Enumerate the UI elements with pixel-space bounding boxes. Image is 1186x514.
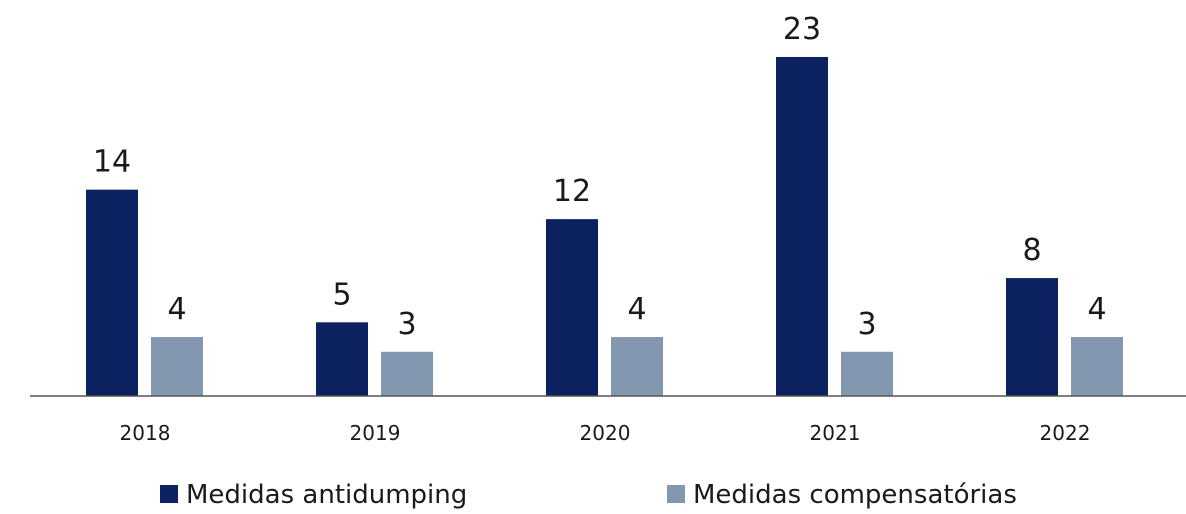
data-label: 4 [167, 292, 186, 327]
data-label: 12 [553, 174, 591, 209]
x-tick-label: 2019 [350, 421, 401, 445]
legend-swatch [667, 485, 685, 503]
data-label: 14 [93, 145, 131, 180]
data-label: 8 [1022, 233, 1041, 268]
x-tick-label: 2020 [580, 421, 631, 445]
bar [381, 351, 433, 396]
bar [776, 57, 828, 396]
bar [546, 219, 598, 396]
x-tick-label: 2018 [120, 421, 171, 445]
bar [1071, 337, 1123, 396]
data-label: 4 [627, 292, 646, 327]
data-label: 5 [332, 277, 351, 312]
bar [1006, 278, 1058, 396]
legend-swatch [160, 485, 178, 503]
bar [841, 351, 893, 396]
data-label: 4 [1087, 292, 1106, 327]
x-tick-label: 2021 [810, 421, 861, 445]
bar [151, 337, 203, 396]
legend-label: Medidas antidumping [186, 480, 467, 510]
bar [86, 189, 138, 396]
data-label: 3 [857, 307, 876, 342]
legend-label: Medidas compensatórias [693, 480, 1017, 510]
bar [611, 337, 663, 396]
data-label: 3 [397, 307, 416, 342]
data-label: 23 [783, 12, 821, 47]
x-tick-label: 2022 [1040, 421, 1091, 445]
bar [316, 322, 368, 396]
